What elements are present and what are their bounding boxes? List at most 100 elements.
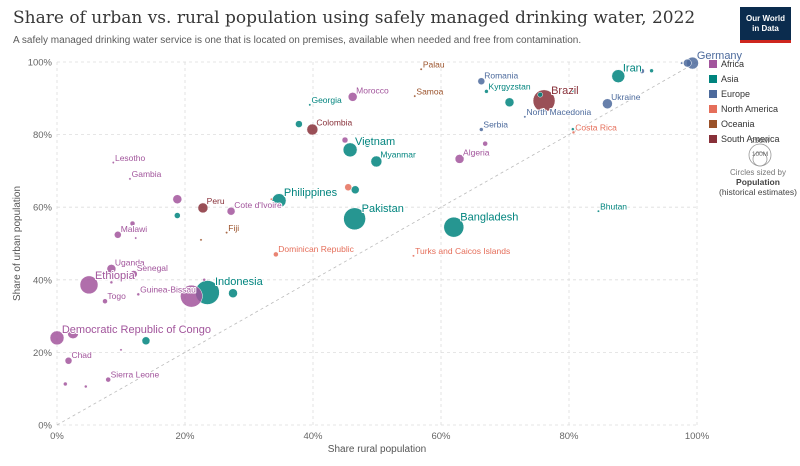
- legend-label: Africa: [721, 58, 745, 69]
- legend-item-europe[interactable]: Europe: [709, 86, 780, 101]
- point-label: Georgia: [311, 95, 342, 105]
- x-tick-label: 20%: [175, 431, 195, 442]
- point-label: Kyrgyzstan: [489, 81, 531, 91]
- y-tick-label: 80%: [33, 130, 53, 141]
- logo-line-2: in Data: [752, 23, 779, 33]
- x-tick-label: 0%: [50, 431, 64, 442]
- point-label: Bhutan: [600, 202, 627, 212]
- point-label: Bangladesh: [460, 212, 518, 224]
- point-label: Gambia: [132, 169, 162, 179]
- data-point: [129, 220, 136, 227]
- point-label: Brazil: [551, 85, 579, 97]
- data-point: [443, 216, 465, 238]
- data-point: [105, 376, 111, 383]
- data-point: [172, 194, 183, 204]
- legend: Africa Asia Europe North America Oceania…: [709, 56, 780, 146]
- legend-swatch: [709, 119, 717, 128]
- data-point: [611, 69, 626, 83]
- point-label: Fiji: [228, 223, 239, 233]
- data-point: [225, 231, 229, 235]
- point-label: Costa Rica: [575, 123, 617, 133]
- data-point: [295, 120, 303, 128]
- data-point: [344, 183, 352, 191]
- point-label: Myanmar: [380, 149, 416, 159]
- point-label: Senegal: [137, 263, 168, 273]
- point-label: Romania: [484, 70, 518, 80]
- chart-title: Share of urban vs. rural population usin…: [13, 8, 696, 28]
- parity-line: [56, 61, 698, 426]
- x-tick-label: 100%: [685, 431, 710, 442]
- logo-line-1: Our World: [746, 13, 785, 23]
- data-point: [370, 155, 383, 168]
- size-subtitle: (historical estimates): [719, 187, 797, 197]
- data-point: [570, 87, 576, 93]
- legend-swatch: [709, 59, 717, 68]
- data-point: [602, 98, 613, 109]
- legend-label: Asia: [721, 73, 739, 84]
- data-point: [413, 94, 417, 98]
- legend-swatch: [709, 134, 717, 143]
- legend-item-asia[interactable]: Asia: [709, 71, 780, 86]
- y-tick-label: 40%: [33, 275, 53, 286]
- data-point: [199, 238, 203, 242]
- point-label: North Macedonia: [527, 107, 592, 117]
- legend-label: Europe: [721, 88, 751, 99]
- owid-logo[interactable]: Our World in Data: [740, 7, 791, 43]
- size-title: Population: [736, 177, 780, 187]
- data-point: [114, 231, 122, 239]
- data-point: [347, 92, 358, 102]
- data-point: [342, 142, 358, 158]
- data-point: [596, 209, 600, 213]
- point-label: Palau: [423, 60, 445, 70]
- x-axis-label: Share rural population: [328, 444, 426, 455]
- point-label: Morocco: [356, 85, 389, 95]
- data-point: [106, 264, 117, 274]
- data-point: [180, 284, 203, 308]
- data-point: [484, 89, 489, 94]
- point-label: Indonesia: [215, 276, 264, 288]
- point-label: Philippines: [284, 187, 338, 199]
- y-tick-label: 60%: [33, 203, 53, 214]
- data-point: [111, 161, 115, 165]
- point-label: Pakistan: [362, 203, 404, 215]
- legend-item-africa[interactable]: Africa: [709, 56, 780, 71]
- data-point: [639, 68, 645, 74]
- legend-item-north-america[interactable]: North America: [709, 101, 780, 116]
- legend-label: Oceania: [721, 118, 755, 129]
- data-point: [308, 103, 312, 107]
- data-point: [341, 136, 349, 144]
- legend-item-oceania[interactable]: Oceania: [709, 116, 780, 131]
- legend-label: North America: [721, 103, 779, 114]
- size-key-small-circle: [752, 151, 768, 167]
- point-label: Samoa: [416, 86, 443, 96]
- data-point: [306, 123, 319, 136]
- data-point: [419, 67, 423, 71]
- data-point: [63, 381, 68, 387]
- point-label: Iran: [623, 63, 642, 75]
- y-tick-label: 0%: [38, 421, 52, 432]
- data-point: [537, 91, 543, 98]
- x-tick-label: 80%: [559, 431, 579, 442]
- data-point: [136, 292, 141, 297]
- legend-swatch: [709, 89, 717, 98]
- data-point: [273, 251, 279, 258]
- legend-item-south-america[interactable]: South America: [709, 131, 780, 146]
- y-tick-label: 20%: [33, 348, 53, 359]
- data-point: [141, 336, 151, 346]
- x-tick-label: 60%: [431, 431, 451, 442]
- y-axis-label: Share of urban population: [12, 186, 23, 301]
- legend-swatch: [709, 104, 717, 113]
- data-point: [523, 115, 527, 119]
- data-point: [504, 97, 515, 108]
- data-point: [571, 127, 575, 131]
- point-label: Malawi: [121, 224, 148, 234]
- point-label: Serbia: [483, 119, 508, 129]
- data-point: [649, 68, 654, 73]
- size-key-small-label: 100M: [752, 151, 768, 158]
- data-point: [683, 58, 692, 68]
- size-note: Circles sized by: [729, 168, 786, 177]
- data-point: [228, 288, 238, 298]
- point-label: Democratic Republic of Congo: [62, 324, 211, 336]
- data-point: [49, 330, 65, 346]
